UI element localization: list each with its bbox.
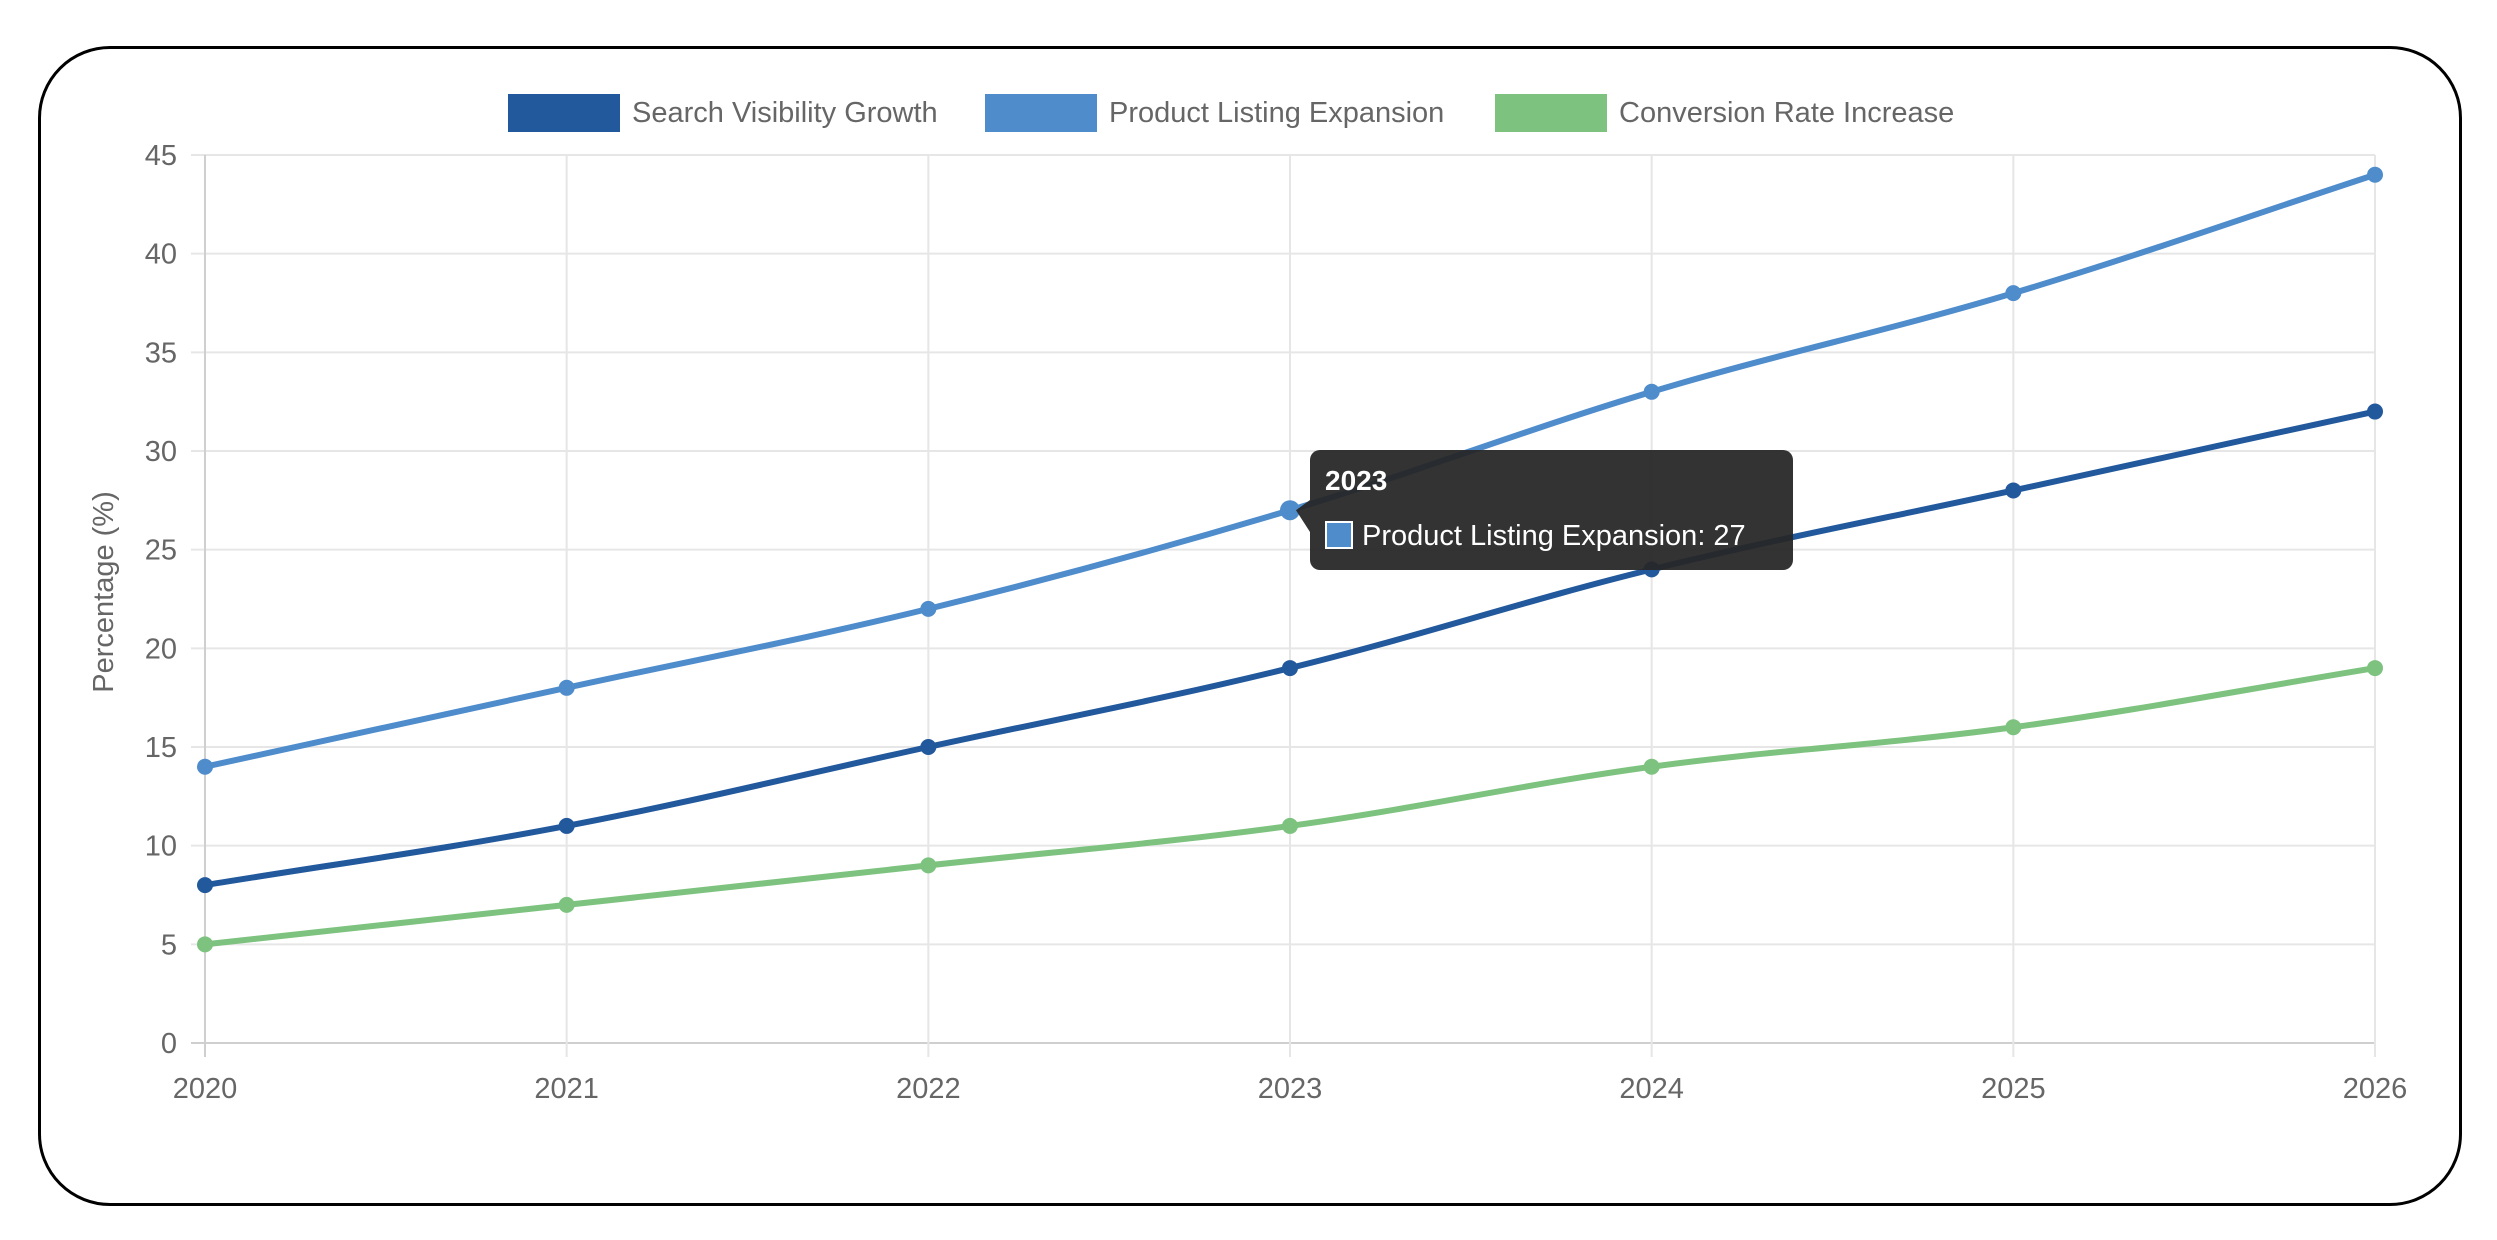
legend-swatch: [508, 94, 620, 132]
tooltip-background: [1310, 450, 1793, 570]
y-tick-label: 30: [145, 436, 177, 468]
legend-label: Conversion Rate Increase: [1619, 97, 1954, 129]
x-tick-label: 2022: [896, 1073, 961, 1105]
data-point[interactable]: [2367, 660, 2383, 677]
chart-card: [38, 46, 2462, 1206]
series-group: [197, 660, 2383, 953]
x-tick-label: 2025: [1981, 1073, 2046, 1105]
data-point[interactable]: [1280, 500, 1300, 521]
legend-item[interactable]: Search Visibility Growth: [508, 94, 938, 132]
y-tick-label: 0: [161, 1028, 177, 1060]
series-group: [197, 403, 2383, 894]
data-point[interactable]: [2005, 285, 2022, 302]
legend-swatch: [1495, 94, 1607, 132]
legend-label: Product Listing Expansion: [1109, 97, 1444, 129]
legend-swatch: [985, 94, 1097, 132]
series-group: [197, 166, 2383, 775]
data-point[interactable]: [1282, 660, 1298, 677]
data-point[interactable]: [2367, 166, 2383, 183]
data-point[interactable]: [197, 758, 213, 775]
tooltip-color-swatch: [1325, 521, 1353, 549]
x-tick-label: 2024: [1619, 1073, 1684, 1105]
x-tick-label: 2021: [534, 1073, 599, 1105]
tooltip-title: 2023: [1325, 465, 1387, 496]
y-axis-title: Percentage (%): [88, 491, 120, 693]
y-tick-label: 5: [161, 929, 177, 961]
y-tick-label: 25: [145, 535, 177, 567]
legend[interactable]: Search Visibility Growth Product Listing …: [508, 94, 1954, 132]
y-tick-label: 10: [145, 831, 177, 863]
tooltip-body: Product Listing Expansion: 27: [1362, 520, 1746, 552]
data-point[interactable]: [558, 679, 575, 696]
data-point[interactable]: [1282, 817, 1298, 834]
data-point[interactable]: [920, 600, 937, 617]
data-point[interactable]: [197, 877, 213, 894]
data-point[interactable]: [558, 817, 575, 834]
data-point[interactable]: [1643, 383, 1660, 400]
y-tick-label: 20: [145, 633, 177, 665]
y-axis-ticks: 0 5 10 15 20 25 30 35 40 45: [145, 140, 177, 1060]
y-tick-label: 45: [145, 140, 177, 172]
data-point[interactable]: [197, 936, 213, 953]
y-tick-label: 15: [145, 732, 177, 764]
grid-lines: [191, 154, 2376, 1057]
y-tick-label: 35: [145, 337, 177, 369]
tooltip-caret: [1296, 500, 1310, 532]
y-tick-label: 40: [145, 239, 177, 271]
x-tick-label: 2026: [2343, 1073, 2408, 1105]
data-point[interactable]: [1643, 758, 1660, 775]
data-point[interactable]: [920, 857, 937, 874]
series-lines: [197, 166, 2383, 953]
x-axis-ticks: 2020 2021 2022 2023 2024 2025 2026: [173, 1073, 2408, 1105]
data-point[interactable]: [558, 896, 575, 913]
data-point[interactable]: [2005, 482, 2022, 499]
data-point[interactable]: [2005, 719, 2022, 736]
legend-label: Search Visibility Growth: [632, 97, 938, 129]
data-point[interactable]: [920, 739, 937, 755]
legend-item[interactable]: Product Listing Expansion: [985, 94, 1444, 132]
x-tick-label: 2023: [1258, 1073, 1323, 1105]
x-tick-label: 2020: [173, 1073, 238, 1105]
tooltip: 2023 Product Listing Expansion: 27: [1296, 450, 1793, 570]
legend-item[interactable]: Conversion Rate Increase: [1495, 94, 1954, 132]
data-point[interactable]: [2367, 403, 2383, 420]
